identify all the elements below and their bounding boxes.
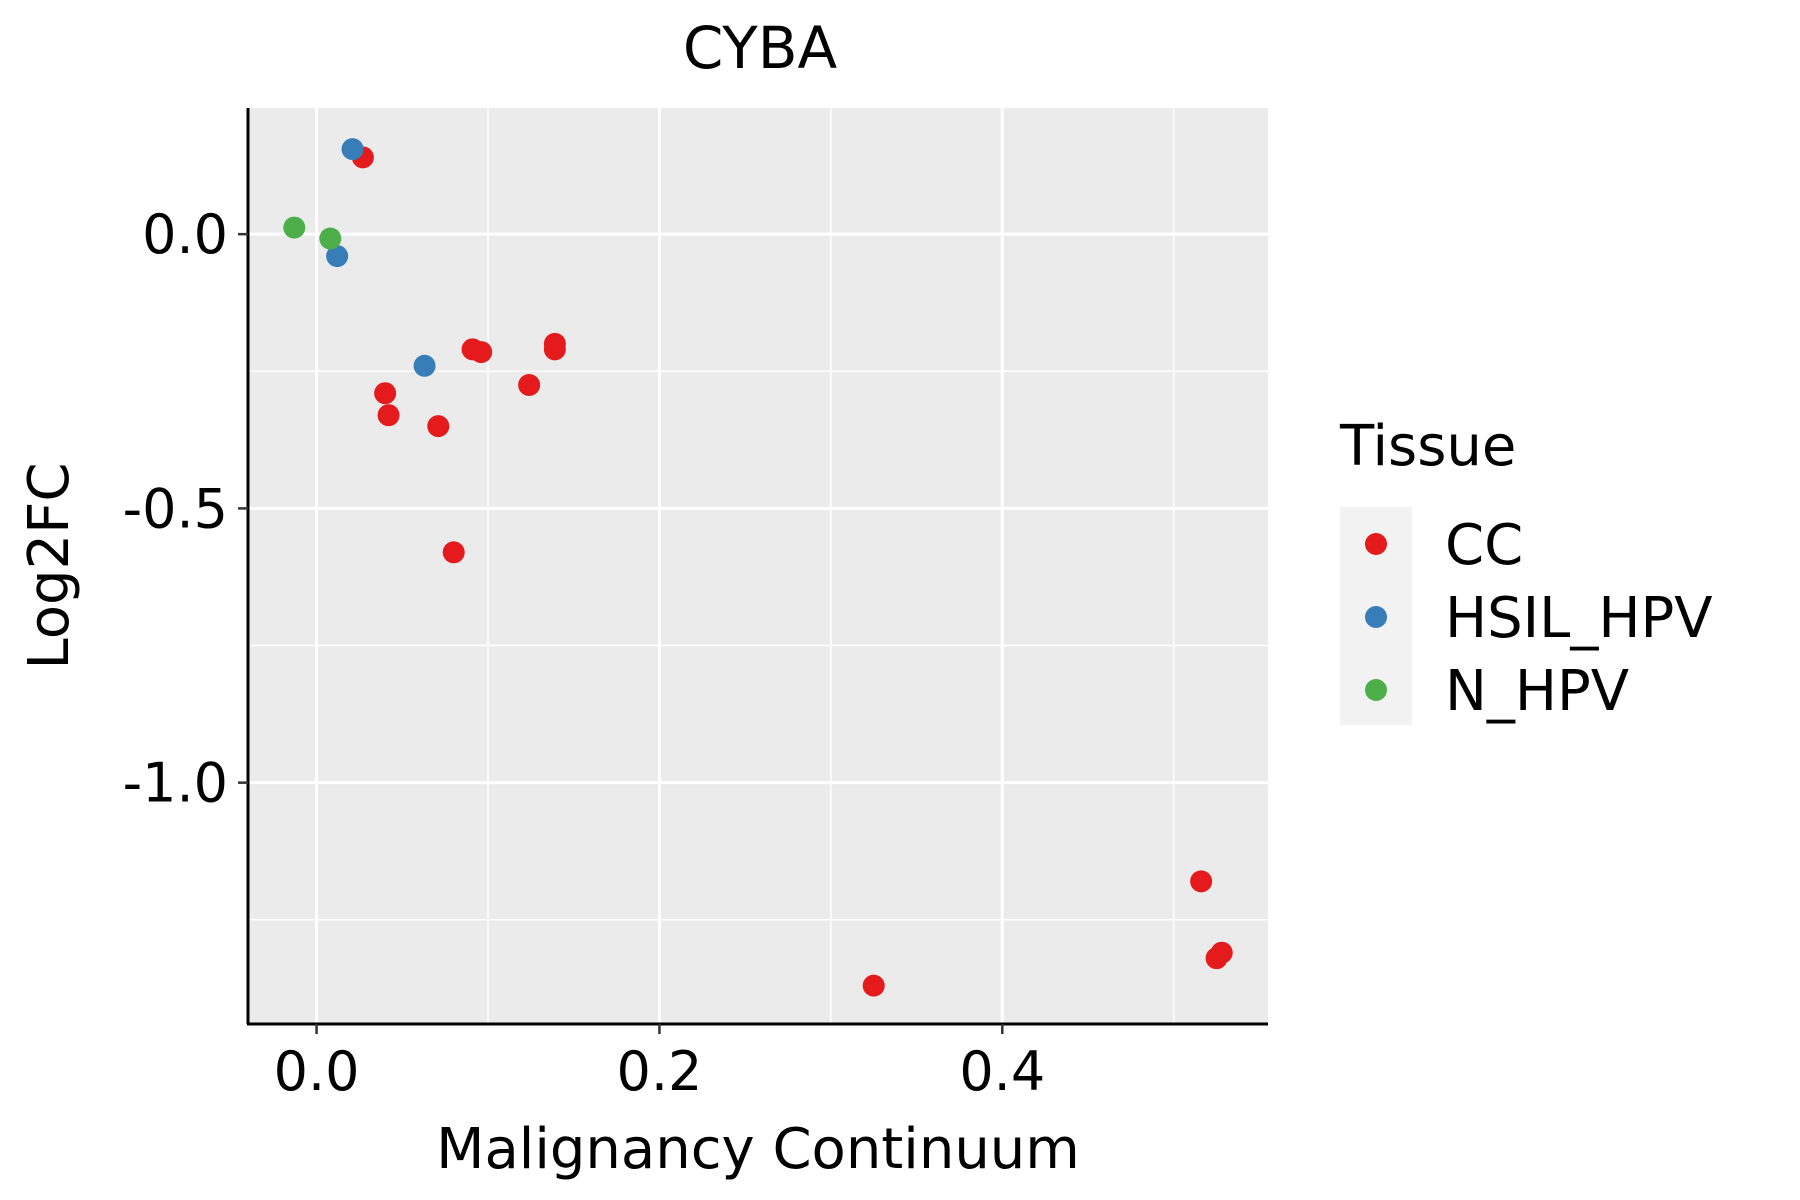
data-point-cc <box>377 404 400 427</box>
legend-label: CC <box>1445 513 1523 578</box>
chart-title: CYBA <box>683 14 838 82</box>
data-point-n-hpv <box>283 216 306 239</box>
y-tick-label: -0.5 <box>123 477 228 540</box>
data-point-hsil-hpv <box>413 354 436 377</box>
data-point-cc <box>470 341 493 364</box>
data-point-cc <box>1210 941 1233 964</box>
data-point-cc <box>518 373 541 396</box>
legend: Tissue CC HSIL_HPV N_HPV <box>1339 414 1713 725</box>
data-point-cc <box>374 382 397 405</box>
data-point-cc <box>543 338 566 361</box>
plot-panel <box>248 108 1268 1024</box>
data-point-n-hpv <box>319 227 342 250</box>
major-gridlines <box>248 108 1268 1024</box>
legend-title: Tissue <box>1339 414 1516 479</box>
legend-key <box>1365 679 1387 701</box>
data-point-hsil-hpv <box>341 138 364 161</box>
y-axis-label: Log2FC <box>17 463 82 670</box>
y-tick-label: -1.0 <box>123 752 228 815</box>
axis-ticks: 0.0 0.2 0.4 0.0 -0.5 -1.0 <box>123 203 1046 1103</box>
data-points <box>283 138 1233 997</box>
x-tick-label: 0.2 <box>616 1040 702 1103</box>
x-axis-label: Malignancy Continuum <box>436 1117 1080 1182</box>
data-point-cc <box>442 541 465 564</box>
x-tick-label: 0.0 <box>274 1040 360 1103</box>
data-point-cc <box>1190 870 1213 893</box>
legend-label: N_HPV <box>1445 659 1629 724</box>
data-point-cc <box>427 415 450 438</box>
legend-label: HSIL_HPV <box>1445 586 1713 651</box>
x-tick-label: 0.4 <box>959 1040 1045 1103</box>
legend-key <box>1365 533 1387 555</box>
y-tick-label: 0.0 <box>142 203 228 266</box>
legend-entries: CC HSIL_HPV N_HPV <box>1365 513 1713 724</box>
data-point-hsil-hpv <box>326 245 349 268</box>
legend-key <box>1365 606 1387 628</box>
data-point-cc <box>862 974 885 997</box>
